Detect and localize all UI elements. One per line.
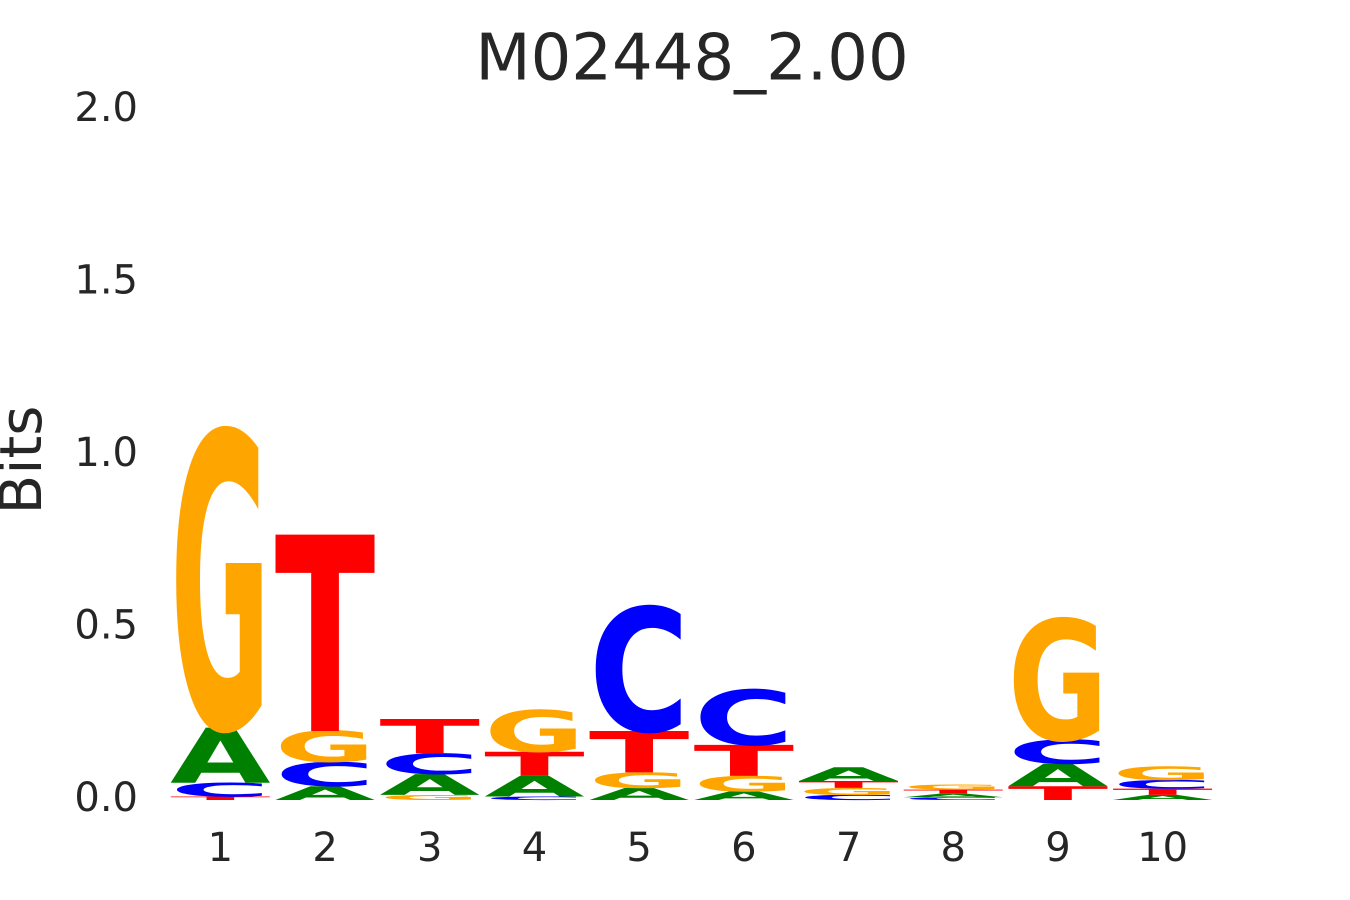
x-tick-label: 8 — [941, 825, 966, 871]
logo-letter: T — [1008, 783, 1109, 805]
y-tick-label: 0.0 — [74, 775, 138, 821]
logo-letter: G — [170, 350, 270, 824]
logo-letter: T — [589, 720, 690, 786]
logo-letter: A — [275, 782, 376, 804]
logo-letter: C — [379, 748, 480, 781]
logo-letter: C — [589, 575, 690, 772]
logo-letter: A — [694, 789, 795, 803]
logo-letter: G — [1008, 587, 1108, 779]
logo-letter: C — [798, 793, 899, 801]
logo-letter: G — [1112, 763, 1212, 785]
logo-letter: G — [275, 723, 375, 773]
logo-letter: T — [379, 709, 480, 764]
y-axis-label: Bits — [0, 406, 55, 515]
logo-letter: A — [903, 793, 1003, 799]
logo-letter: T — [1112, 787, 1213, 797]
logo-letter: C — [1008, 734, 1109, 772]
logo-letter: G — [798, 786, 899, 797]
logo-letter: T — [170, 796, 270, 802]
logo-letter: C — [275, 756, 376, 794]
logo-letter: C — [694, 675, 795, 763]
logo-letter: A — [589, 785, 690, 804]
x-tick-label: 6 — [731, 825, 756, 871]
y-tick-label: 2.0 — [74, 85, 138, 131]
logo-letter: G — [589, 768, 689, 793]
x-tick-label: 7 — [836, 825, 861, 871]
logo-letter: T — [798, 779, 898, 790]
logo-letter: C — [1112, 778, 1212, 792]
chart-title: M02448_2.00 — [475, 22, 908, 96]
logo-letter: T — [694, 736, 795, 786]
logo-letter: T — [484, 745, 585, 783]
x-tick-label: 1 — [208, 825, 233, 871]
logo-letter: A — [170, 713, 270, 801]
logo-letter: T — [275, 482, 376, 796]
y-tick-label: 1.0 — [74, 430, 138, 476]
logo-letter: A — [798, 764, 899, 786]
logo-letter: A — [484, 771, 585, 804]
x-tick-label: 9 — [1045, 825, 1070, 871]
logo-letter: G — [484, 699, 584, 766]
logo-letter: G — [379, 794, 480, 802]
logo-letter: C — [484, 796, 585, 802]
logo-letter: C — [903, 796, 1004, 800]
logo-letter: A — [379, 769, 480, 802]
logo-letter: G — [694, 772, 794, 797]
x-tick-label: 4 — [522, 825, 547, 871]
x-tick-label: 3 — [417, 825, 442, 871]
logo-letter: A — [1112, 793, 1212, 801]
x-tick-label: 10 — [1137, 825, 1188, 871]
y-tick-label: 1.5 — [74, 258, 138, 304]
x-tick-label: 5 — [626, 825, 651, 871]
x-tick-label: 2 — [312, 825, 337, 871]
logo-letter: T — [903, 789, 1004, 796]
logo-letter: G — [903, 783, 1004, 791]
logo-letter: A — [1008, 758, 1108, 794]
logo-letter: C — [170, 779, 271, 801]
y-tick-label: 0.5 — [74, 603, 138, 649]
